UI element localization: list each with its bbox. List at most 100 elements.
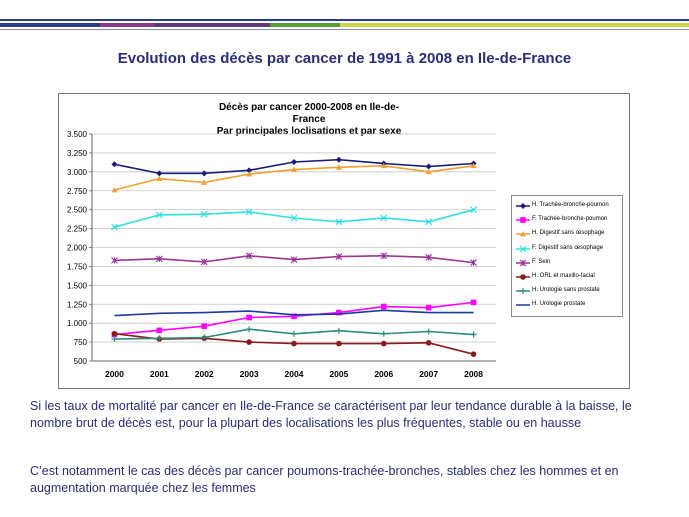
data-point [425, 163, 432, 170]
series-5 [111, 252, 477, 267]
legend-label: F. Trachée-bronche-poumon [532, 216, 608, 223]
legend-marker [519, 245, 527, 253]
data-point [336, 309, 342, 316]
legend-marker [519, 259, 527, 267]
x-tick-label: 2006 [374, 369, 393, 379]
data-point [246, 314, 252, 321]
data-point [200, 258, 208, 266]
legend-marker [520, 274, 526, 280]
series-7 [111, 326, 477, 343]
y-tick-label: 1.250 [67, 300, 88, 309]
data-point [201, 334, 208, 341]
data-point [246, 167, 253, 174]
data-point [201, 323, 208, 329]
legend-swatch [516, 217, 530, 223]
legend-swatch [516, 203, 530, 209]
data-point [111, 336, 118, 343]
data-point [335, 156, 342, 163]
y-tick-label: 1.750 [67, 262, 88, 271]
data-point [336, 340, 342, 347]
data-point [291, 340, 297, 347]
chart-title-main: Décès par cancer 2000-2008 en Ile-de-Fra… [218, 102, 400, 125]
series-1 [111, 156, 477, 177]
data-point [425, 168, 432, 175]
y-tick-label: 1.500 [67, 281, 88, 290]
legend-item: H. Digestif sans œsophage [516, 228, 620, 240]
data-point [155, 255, 163, 263]
legend-swatch [516, 231, 530, 237]
data-point [291, 313, 297, 320]
data-point [201, 179, 208, 185]
data-point [111, 330, 118, 337]
data-point [290, 214, 298, 222]
data-point [111, 186, 118, 193]
data-point [425, 304, 432, 311]
series-4 [111, 206, 477, 231]
data-point [470, 259, 477, 267]
data-point [156, 335, 163, 342]
data-point [156, 170, 163, 177]
data-point [425, 218, 433, 226]
legend-swatch [516, 245, 530, 253]
chart-title: Décès par cancer 2000-2008 en Ile-de-Fra… [209, 102, 409, 138]
legend-swatch [516, 259, 530, 267]
y-tick-label: 2.250 [67, 225, 88, 234]
chart-container: Décès par cancer 2000-2008 en Ile-de-Fra… [58, 93, 630, 389]
data-point [335, 164, 342, 170]
data-point [335, 218, 343, 226]
slide-title: Evolution des décès par cancer de 1991 à… [117, 50, 572, 67]
x-tick-label: 2002 [195, 369, 214, 379]
x-tick-label: 2001 [150, 369, 169, 379]
data-point [291, 330, 297, 337]
data-point [335, 327, 342, 334]
legend-label: H. ORL et maxillo-facial [532, 273, 595, 279]
y-tick-label: 2.000 [67, 244, 88, 253]
x-tick-label: 2008 [464, 369, 483, 379]
legend-label: F. Digestif sans œsophage [532, 244, 604, 251]
data-point [245, 252, 253, 260]
y-tick-label: 500 [74, 357, 88, 366]
y-tick-label: 3.250 [67, 149, 88, 158]
legend-item: H. Trachée-bronche-poumon [516, 200, 620, 212]
data-point [425, 253, 433, 261]
legend-label: H. Digestif sans œsophage [532, 230, 605, 237]
y-tick-label: 1.000 [67, 319, 88, 328]
legend-label: H. Urologie sans prostate [532, 287, 600, 294]
legend-item: F. Sein [516, 257, 620, 269]
data-point [111, 256, 118, 264]
data-point [380, 214, 388, 222]
series-line [114, 309, 474, 317]
data-point [156, 175, 163, 182]
data-point [470, 331, 477, 338]
data-point [380, 303, 387, 310]
data-point [470, 162, 477, 169]
data-point [246, 326, 253, 333]
y-tick-label: 2.500 [67, 206, 88, 215]
legend-label: H. Trachée-bronche-poumon [532, 202, 609, 208]
data-point [290, 256, 298, 263]
data-point [156, 327, 163, 334]
legend-item: H. Urologie sans prostate [516, 285, 620, 297]
x-tick-label: 2003 [240, 369, 259, 379]
data-point [200, 210, 208, 218]
header-decoration [0, 19, 689, 30]
legend-swatch [516, 274, 530, 280]
data-point [470, 351, 477, 357]
chart-subtitle: Par principales loclisations et par sexe [216, 126, 402, 137]
data-point [291, 158, 297, 165]
paragraph-2: C’est notamment le cas des décès par can… [30, 464, 619, 495]
data-point [111, 161, 118, 168]
y-tick-label: 3.000 [67, 168, 88, 177]
x-tick-label: 2005 [329, 369, 348, 379]
legend-marker [520, 217, 526, 223]
chart-legend: H. Trachée-bronche-poumon F. Trachée-bron… [511, 195, 623, 317]
legend-marker [520, 203, 526, 209]
data-point [246, 171, 253, 177]
y-tick-label: 3.500 [67, 130, 88, 139]
legend-item: H. Urologie prostate [516, 299, 620, 311]
series-8 [114, 309, 474, 317]
line-chart: 500 750 1.000 1.250 1.500 1.750 2.000 2.250 2.50… [67, 130, 496, 379]
legend-item: H. ORL et maxillo-facial [516, 271, 620, 283]
data-point [155, 211, 163, 219]
data-point [245, 208, 253, 216]
